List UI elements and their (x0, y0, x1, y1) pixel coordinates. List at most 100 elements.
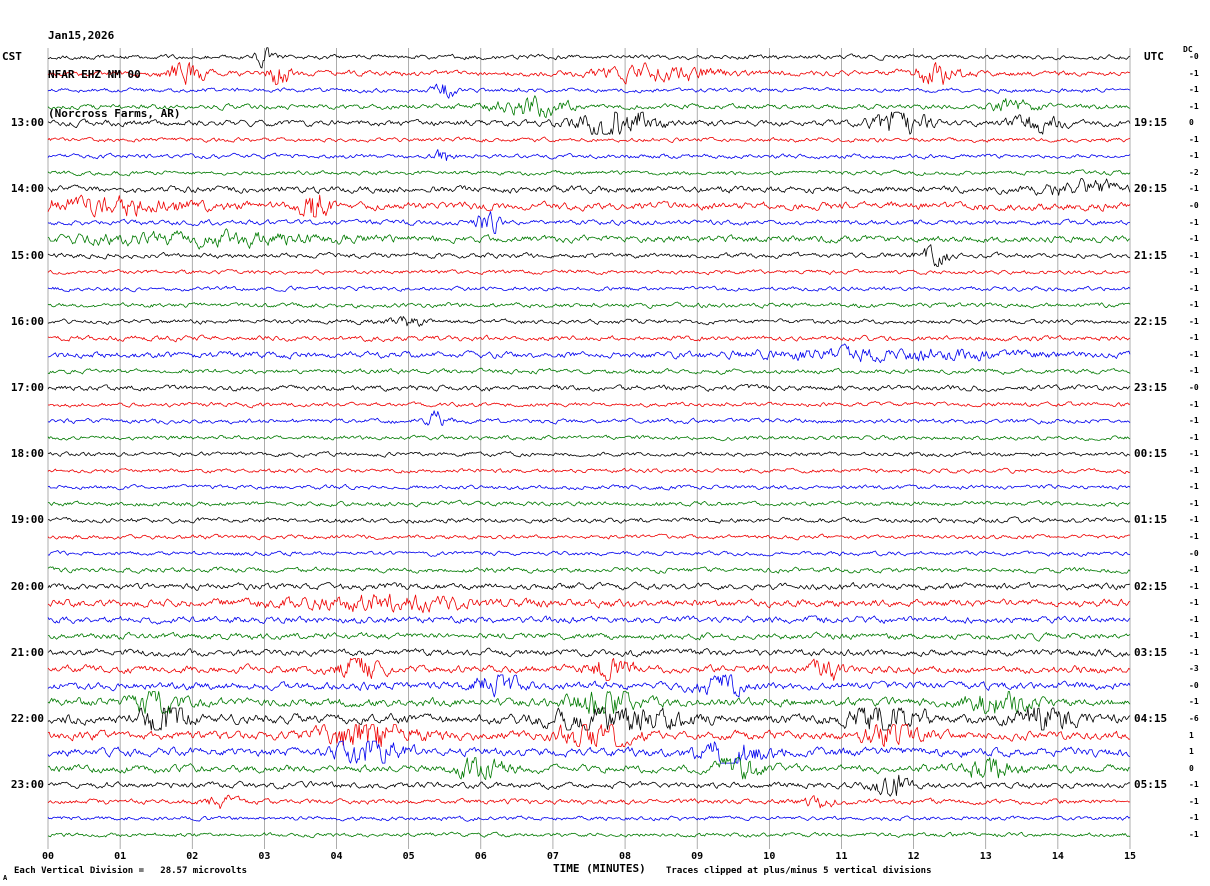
seismogram-trace-31 (47, 566, 1131, 574)
seismogram-trace-46 (47, 815, 1131, 822)
seismogram-trace-34 (47, 615, 1131, 625)
dc-offset-value-0: -0 (1189, 52, 1199, 61)
corner-mark: A (3, 874, 8, 882)
dc-offset-value-8: -1 (1189, 184, 1199, 194)
seismogram-trace-38 (47, 674, 1131, 698)
dc-offset-value-12: -1 (1189, 250, 1199, 260)
cst-axis-label: CST (2, 50, 22, 63)
utc-hour-label-21:15: 21:15 (1134, 248, 1168, 262)
seismogram-trace-45 (47, 794, 1131, 809)
cst-hour-label-15:00: 15:00 (10, 248, 44, 262)
dc-offset-value-30: -0 (1189, 548, 1199, 558)
dc-offset-value-16: -1 (1189, 316, 1199, 326)
dc-offset-value-13: -1 (1189, 267, 1199, 277)
seismogram-trace-26 (47, 484, 1131, 491)
dc-offset-value-35: -1 (1189, 631, 1199, 641)
seismogram-trace-29 (47, 533, 1131, 541)
dc-offset-value-19: -1 (1189, 366, 1199, 376)
seismogram-trace-39 (47, 691, 1131, 714)
utc-hour-label-22:15: 22:15 (1134, 314, 1168, 328)
utc-hour-label-01:15: 01:15 (1134, 513, 1168, 527)
seismogram-trace-3 (47, 95, 1131, 119)
cst-hour-label-21:00: 21:00 (10, 645, 44, 659)
dc-offset-value-10: -1 (1189, 217, 1199, 227)
cst-hour-label-23:00: 23:00 (10, 778, 44, 792)
x-tick-minute-12: 12 (907, 851, 920, 862)
dc-offset-value-21: -1 (1189, 399, 1199, 409)
seismogram-trace-5 (47, 136, 1131, 143)
cst-hour-label-22:00: 22:00 (10, 712, 44, 725)
seismogram-trace-2 (47, 83, 1131, 99)
seismogram-trace-24 (47, 451, 1131, 458)
seismogram-trace-23 (47, 434, 1131, 442)
seismogram-trace-4 (47, 111, 1131, 135)
seismogram-trace-43 (47, 757, 1131, 780)
seismogram-trace-20 (47, 384, 1131, 392)
dc-offset-value-36: -1 (1189, 647, 1199, 657)
dc-column-label: DC (1183, 45, 1193, 54)
seismogram-trace-28 (47, 516, 1131, 524)
dc-offset-value-9: -0 (1189, 200, 1199, 210)
x-tick-minute-02: 02 (186, 851, 199, 862)
dc-offset-value-6: -1 (1189, 151, 1199, 161)
utc-hour-label-23:15: 23:15 (1134, 381, 1168, 394)
dc-offset-value-29: -1 (1189, 531, 1199, 541)
dc-offset-value-20: -0 (1189, 383, 1199, 392)
dc-offset-value-14: -1 (1189, 283, 1199, 293)
cst-hour-label-16:00: 16:00 (10, 314, 44, 328)
x-tick-minute-00: 00 (41, 851, 55, 862)
seismogram-trace-22 (47, 410, 1131, 426)
cst-hour-label-13:00: 13:00 (10, 116, 44, 130)
plot-station-id: NFAR EHZ NM 00 (48, 68, 141, 81)
dc-offset-value-28: -1 (1189, 515, 1199, 525)
cst-hour-label-14:00: 14:00 (10, 182, 44, 196)
seismogram-trace-11 (47, 228, 1131, 250)
seismogram-trace-40 (47, 707, 1131, 731)
seismogram-trace-13 (47, 269, 1131, 276)
seismogram-trace-30 (47, 550, 1131, 557)
seismogram-trace-16 (47, 316, 1131, 327)
seismogram-trace-44 (47, 774, 1131, 797)
seismogram-trace-42 (47, 740, 1131, 764)
x-tick-minute-14: 14 (1051, 851, 1064, 862)
x-tick-minute-15: 15 (1123, 851, 1137, 862)
x-tick-minute-04: 04 (330, 851, 343, 862)
utc-hour-label-04:15: 04:15 (1134, 712, 1168, 725)
dc-offset-value-24: -1 (1189, 449, 1199, 459)
dc-offset-value-45: -1 (1189, 796, 1199, 806)
plot-station-name: (Norcross Farms, AR) (48, 107, 181, 120)
dc-offset-value-43: 0 (1189, 763, 1194, 773)
dc-offset-value-3: -1 (1189, 101, 1199, 111)
x-tick-minute-08: 08 (619, 851, 632, 862)
seismogram-trace-7 (47, 169, 1131, 177)
dc-offset-value-37: -3 (1189, 664, 1199, 674)
dc-offset-value-17: -1 (1189, 333, 1199, 343)
dc-offset-value-44: -1 (1189, 780, 1199, 790)
dc-offset-value-18: -1 (1189, 349, 1199, 359)
dc-offset-value-31: -1 (1189, 565, 1199, 575)
dc-offset-value-26: -1 (1189, 482, 1199, 492)
vertical-division-note: Each Vertical Division = 28.57 microvolt… (14, 866, 247, 876)
seismogram-trace-8 (47, 178, 1131, 196)
seismogram-trace-33 (47, 593, 1131, 614)
x-tick-minute-11: 11 (835, 851, 848, 862)
x-tick-minute-01: 01 (114, 851, 127, 862)
plot-date: Jan15,2026 (48, 29, 115, 42)
seismogram-trace-12 (47, 244, 1131, 267)
x-tick-minute-13: 13 (979, 851, 992, 862)
seismogram-trace-41 (47, 724, 1131, 747)
clip-note: Traces clipped at plus/minus 5 vertical … (666, 866, 932, 876)
x-tick-minute-03: 03 (258, 851, 271, 862)
dc-offset-value-34: -1 (1189, 614, 1199, 624)
x-axis-title: TIME (MINUTES) (553, 862, 646, 875)
dc-offset-value-40: -6 (1189, 714, 1199, 723)
seismogram-trace-25 (47, 467, 1131, 474)
seismogram-trace-21 (47, 401, 1131, 409)
cst-hour-label-17:00: 17:00 (10, 381, 44, 394)
dc-offset-value-23: -1 (1189, 432, 1199, 442)
seismogram-trace-19 (47, 367, 1131, 375)
dc-offset-value-42: 1 (1189, 747, 1194, 757)
utc-hour-label-05:15: 05:15 (1134, 778, 1168, 792)
seismogram-trace-32 (47, 581, 1131, 591)
